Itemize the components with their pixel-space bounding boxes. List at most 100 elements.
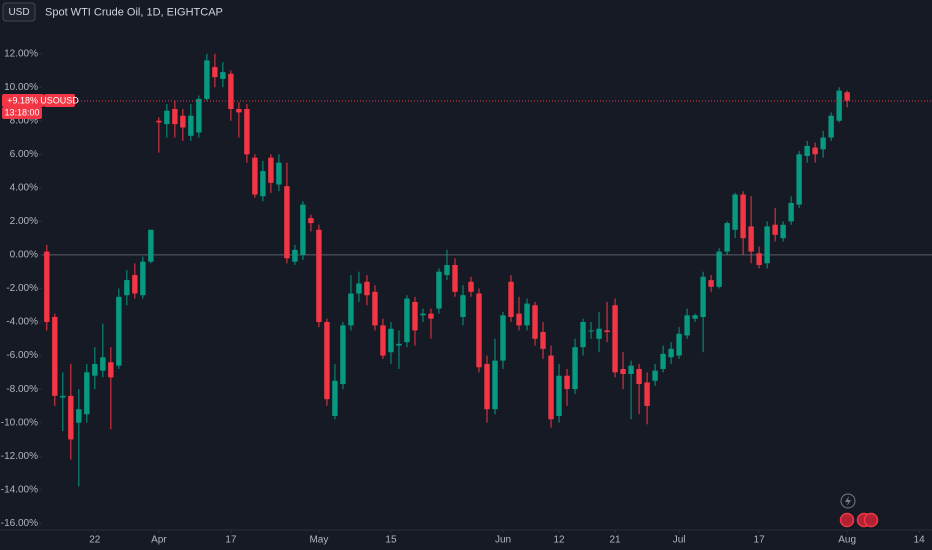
candle-body (332, 380, 338, 416)
candle-body (436, 271, 442, 309)
candle-body (180, 115, 186, 128)
candle-body (508, 281, 514, 317)
candle-body (692, 315, 698, 319)
candle-body (52, 316, 58, 396)
candle-body (364, 281, 370, 296)
candle-body (772, 224, 778, 235)
candle-body (380, 325, 386, 356)
candle-body (260, 171, 266, 197)
candle-body (428, 313, 434, 319)
x-tick-label: Jun (495, 535, 511, 546)
candle-body (140, 261, 146, 296)
candle-body (164, 110, 170, 125)
candle-body (796, 154, 802, 205)
candle-body (268, 157, 274, 183)
price-tag (2, 93, 44, 107)
price-tag-label: +9.18% (7, 95, 38, 105)
candle-body (612, 305, 618, 373)
y-tick-label: 4.00% (10, 182, 38, 193)
candle-body (340, 325, 346, 385)
candle-body (540, 332, 546, 349)
candle-body (100, 357, 106, 371)
candle-body (220, 72, 226, 79)
candle-body (348, 293, 354, 326)
candle-body (76, 409, 82, 423)
candle-body (228, 73, 234, 110)
candle-body (452, 265, 458, 292)
candle-body (212, 67, 218, 78)
candle-body (708, 280, 714, 287)
x-tick-label: 22 (89, 535, 101, 546)
candle-body (156, 120, 162, 123)
currency-button[interactable] (2, 2, 36, 22)
candle-body (404, 298, 410, 343)
candle-body (548, 355, 554, 420)
y-tick-label: 8.00% (10, 115, 38, 126)
x-tick-label: 14 (914, 535, 926, 546)
candle-body (516, 313, 522, 326)
candle-body (500, 315, 506, 361)
candle-body (196, 98, 202, 133)
y-tick-label: -4.00% (6, 317, 38, 328)
candle-body (828, 115, 834, 138)
candle-body (204, 60, 210, 99)
candle-body (836, 90, 842, 121)
y-tick-label: -6.00% (6, 350, 38, 361)
candle-body (252, 157, 258, 195)
x-tick-label: 21 (609, 535, 621, 546)
x-tick-label: Jul (673, 535, 686, 546)
candle-body (276, 162, 282, 185)
candle-body (740, 194, 746, 239)
x-tick-label: May (309, 535, 328, 546)
candle-body (804, 145, 810, 156)
candle-body (596, 328, 602, 339)
candle-body (628, 365, 634, 375)
candle-body (604, 330, 610, 333)
y-tick-label: -8.00% (6, 384, 38, 395)
candle-body (652, 370, 658, 381)
candle-body (444, 265, 450, 276)
candle-body (124, 280, 130, 296)
candle-body (44, 251, 50, 323)
candle-body (580, 322, 586, 348)
candle-body (300, 204, 306, 255)
candle-body (756, 253, 762, 265)
candle-body (588, 330, 594, 332)
candle-body (572, 347, 578, 390)
candle-body (388, 328, 394, 353)
chart-title: Spot WTI Crude Oil, 1D, EIGHTCAP (45, 6, 223, 18)
y-tick-label: -14.00% (1, 484, 38, 495)
candle-body (92, 363, 98, 376)
y-tick-label: 10.00% (4, 82, 38, 93)
candle-body (132, 275, 138, 294)
candle-body (636, 368, 642, 385)
candle-body (396, 343, 402, 346)
candle-body (476, 293, 482, 368)
candle-body (68, 395, 74, 440)
candle-body (172, 109, 178, 125)
y-tick-label: -10.00% (1, 417, 38, 428)
candle-body (532, 305, 538, 339)
y-tick-label: -16.00% (1, 518, 38, 529)
y-tick-label: -12.00% (1, 451, 38, 462)
symbol-tag (44, 93, 75, 107)
candle-body (724, 223, 730, 252)
candle-body (732, 194, 738, 230)
candle-body (244, 109, 250, 155)
flag-icon[interactable] (863, 512, 879, 528)
candle-body (492, 360, 498, 410)
y-tick-label: 12.00% (4, 48, 38, 59)
candle-body (660, 353, 666, 369)
candle-body (620, 368, 626, 375)
candle-body (324, 322, 330, 400)
candle-body (116, 296, 122, 366)
candle-body (668, 348, 674, 358)
candle-body (844, 92, 850, 101)
x-tick-label: 15 (385, 535, 397, 546)
currency-label: USD (8, 7, 29, 18)
candle-body (820, 137, 826, 150)
candle-body (556, 375, 562, 416)
candle-body (372, 291, 378, 326)
flag-icon[interactable] (839, 512, 855, 528)
